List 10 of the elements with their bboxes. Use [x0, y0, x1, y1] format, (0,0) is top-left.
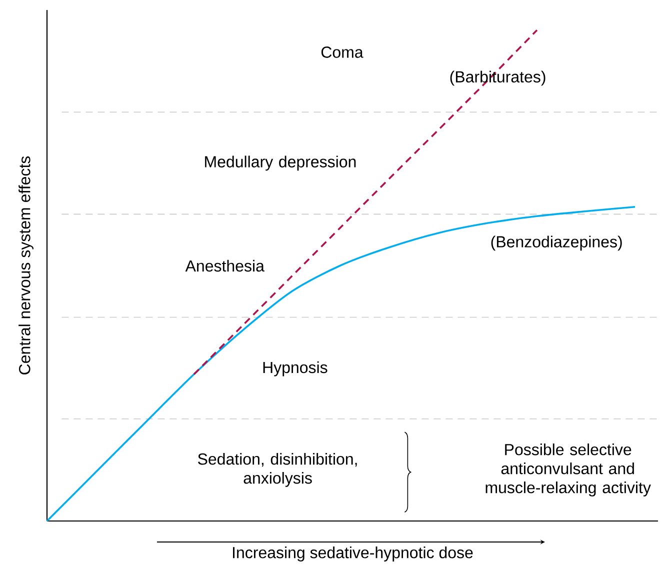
annotation: Sedation, disinhibition, anxiolysis: [198, 452, 357, 487]
series-label: (Barbiturates): [450, 70, 546, 86]
annotation: Hypnosis: [263, 361, 328, 376]
annotation: Coma: [321, 46, 364, 58]
annotation: Anesthesia: [185, 260, 264, 272]
y-axis-title: Central nervous system effects: [18, 156, 34, 374]
annotation: Possible selective anticonvulsant and muscle-relaxing activity: [486, 443, 651, 496]
series-label: (Benzodiazepines): [491, 236, 622, 251]
x-axis-title: Increasing sedative-hypnotic dose: [233, 546, 473, 562]
annotation: Medullary depression: [205, 156, 356, 171]
